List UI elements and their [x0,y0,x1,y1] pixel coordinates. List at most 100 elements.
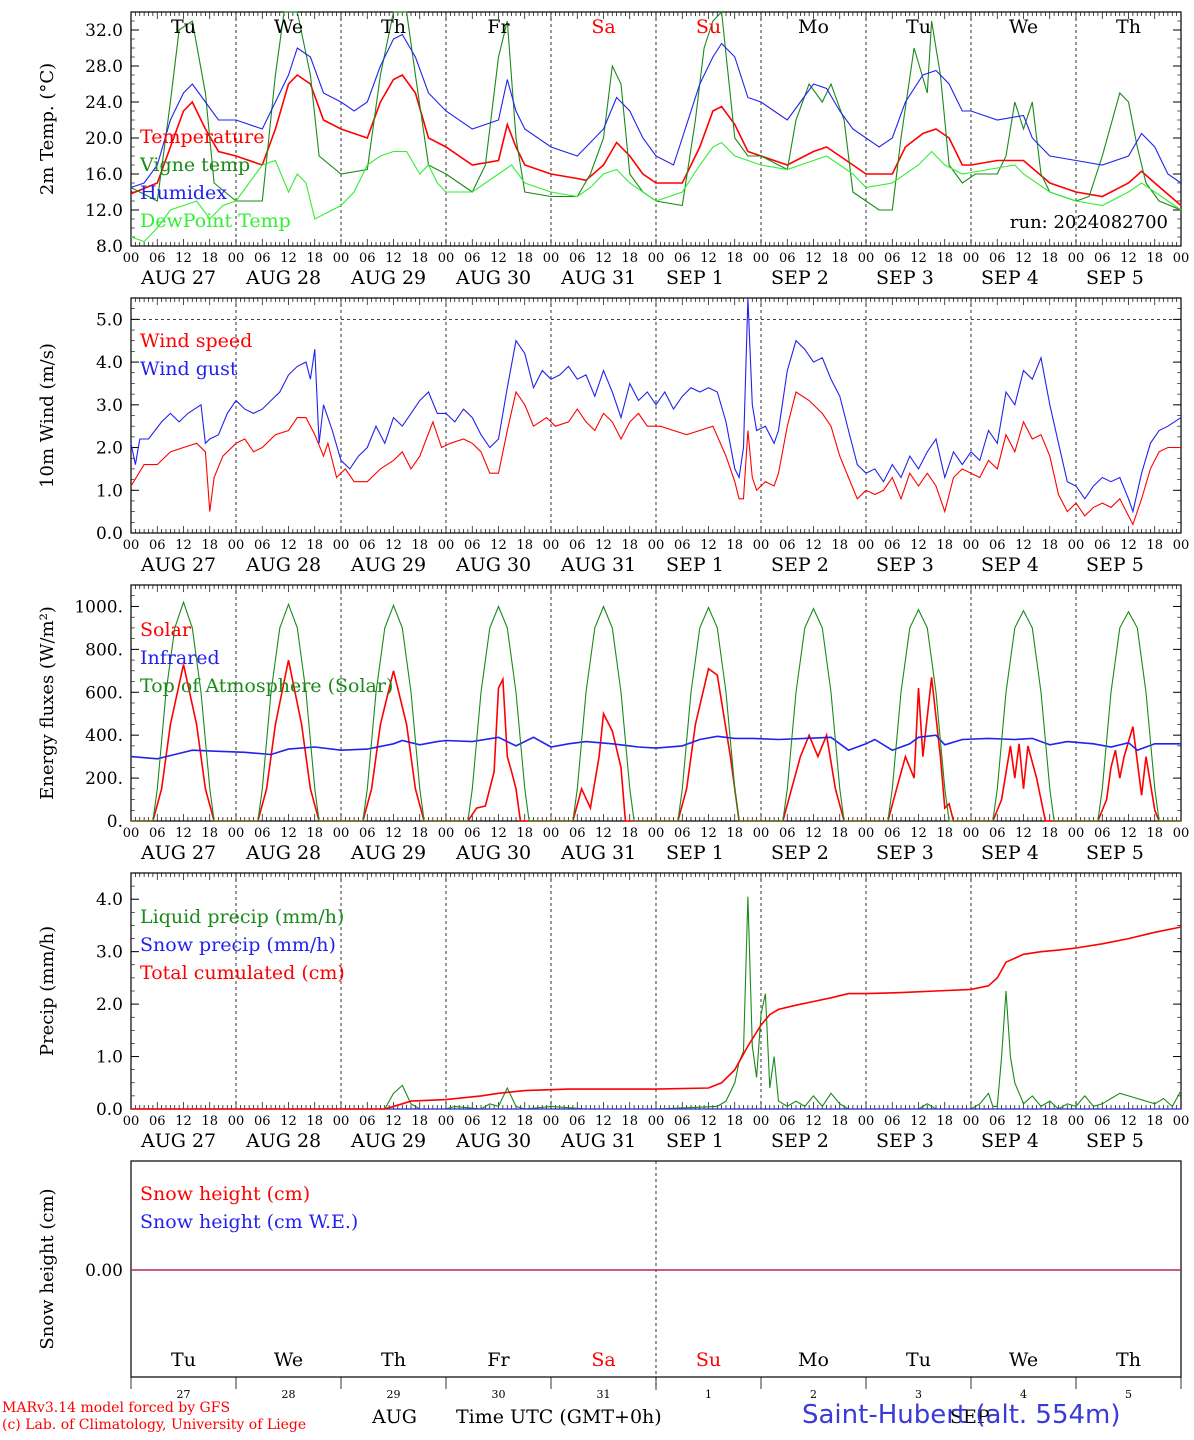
hour-tick-label: 00 [438,826,455,841]
hour-tick-label: 18 [411,538,428,553]
weekday-label: Tu [171,1349,196,1371]
day-label: AUG 31 [560,1130,636,1152]
hour-tick-label: 00 [228,826,245,841]
hour-tick-label: 18 [306,251,323,266]
hour-tick-label: 06 [254,538,271,553]
day-label: AUG 28 [245,554,321,576]
hour-tick-label: 18 [411,251,428,266]
hour-tick-label: 06 [359,538,376,553]
weekday-label: Th [381,16,406,38]
weekday-label: Fr [487,16,510,38]
hour-tick-label: 12 [1120,538,1137,553]
hour-tick-label: 12 [1015,251,1032,266]
hour-tick-label: 18 [831,538,848,553]
time-axis-label: Time UTC (GMT+0h) [456,1406,662,1428]
hour-tick-label: 18 [726,538,743,553]
hour-tick-label: 06 [149,1114,166,1129]
legend-entry: Infrared [140,647,220,669]
y-tick-label: 12.0 [85,201,123,221]
hour-tick-label: 12 [175,826,192,841]
weekday-label: Tu [906,16,931,38]
weekday-label: Su [696,16,721,38]
hour-tick-label: 18 [831,826,848,841]
series-line-infrared [130,734,1181,760]
hour-tick-label: 00 [858,538,875,553]
hour-tick-label: 06 [779,1114,796,1129]
hour-tick-label: 18 [1146,826,1163,841]
hour-tick-label: 12 [280,826,297,841]
hour-tick-label: 18 [1146,251,1163,266]
hour-tick-label: 12 [910,251,927,266]
hour-tick-label: 06 [359,251,376,266]
y-tick-label: 0.00 [85,1261,123,1281]
hour-tick-label: 06 [569,826,586,841]
day-label: AUG 27 [140,1130,216,1152]
bottom-day-number: 3 [915,1388,922,1401]
day-label: SEP 4 [981,554,1039,576]
panel-3: 00 06 12 18 00 06 12 18 00 06 12 18 00 06 12 18 00 06 12 18… [37,584,1189,864]
hour-tick-label: 00 [963,251,980,266]
y-tick-label: 1.0 [96,481,123,501]
day-label: AUG 28 [245,1130,321,1152]
hour-tick-label: 00 [753,251,770,266]
model-credit: MARv3.14 model forced by GFS [2,1400,231,1416]
bottom-day-number: 5 [1125,1388,1132,1401]
day-label: SEP 2 [771,1130,829,1152]
hour-tick-label: 12 [700,1114,717,1129]
day-label: SEP 1 [666,1130,724,1152]
day-label: SEP 3 [876,554,934,576]
hour-tick-label: 00 [1068,251,1085,266]
hour-tick-label: 06 [149,538,166,553]
hour-tick-label: 00 [228,538,245,553]
legend-entry: Vigne temp [139,154,250,176]
day-label: SEP 1 [666,554,724,576]
hour-tick-label: 18 [306,1114,323,1129]
hour-tick-label: 06 [779,826,796,841]
hour-tick-label: 12 [385,1114,402,1129]
bottom-day-number: 29 [387,1388,401,1401]
hour-tick-label: 00 [333,251,350,266]
legend-entry: Snow precip (mm/h) [140,934,336,956]
hour-tick-label: 18 [306,826,323,841]
hour-tick-label: 06 [464,1114,481,1129]
hour-tick-label: 06 [779,251,796,266]
legend-entry: Total cumulated (cm) [140,962,345,984]
y-tick-label: 20.0 [85,129,123,149]
hour-tick-label: 12 [805,538,822,553]
hour-tick-label: 06 [884,1114,901,1129]
hour-tick-label: 18 [1146,538,1163,553]
hour-tick-label: 06 [149,251,166,266]
hour-tick-label: 00 [228,251,245,266]
series-line-total-cumulated-cm- [131,926,1182,1110]
hour-tick-label: 00 [963,538,980,553]
hour-tick-label: 00 [1068,538,1085,553]
hour-tick-label: 06 [1094,826,1111,841]
weekday-label: We [1009,16,1038,38]
hour-tick-label: 00 [648,826,665,841]
hour-tick-label: 00 [543,538,560,553]
y-tick-label: 1.0 [96,1048,123,1068]
day-label: AUG 27 [140,554,216,576]
day-label: AUG 29 [350,1130,426,1152]
y-tick-label: 0.0 [96,524,123,544]
hour-tick-label: 18 [936,538,953,553]
legend-entry: DewPoint Temp [140,210,291,232]
series-line-vigne-temp [130,10,1182,211]
hour-tick-label: 18 [306,538,323,553]
hour-tick-label: 00 [753,826,770,841]
hour-tick-label: 06 [1094,538,1111,553]
hour-tick-label: 06 [989,251,1006,266]
series-line-dewpoint-temp [130,141,1182,243]
series-line-temperature [130,73,1182,207]
hour-tick-label: 12 [1120,1114,1137,1129]
hour-tick-label: 18 [1041,538,1058,553]
hour-tick-label: 18 [201,826,218,841]
day-label: AUG 30 [455,1130,531,1152]
hour-tick-label: 12 [805,251,822,266]
day-label: SEP 2 [771,267,829,289]
hour-tick-label: 06 [464,251,481,266]
hour-tick-label: 06 [674,251,691,266]
hour-tick-label: 06 [989,826,1006,841]
day-label: SEP 5 [1086,554,1144,576]
hour-tick-label: 06 [674,826,691,841]
